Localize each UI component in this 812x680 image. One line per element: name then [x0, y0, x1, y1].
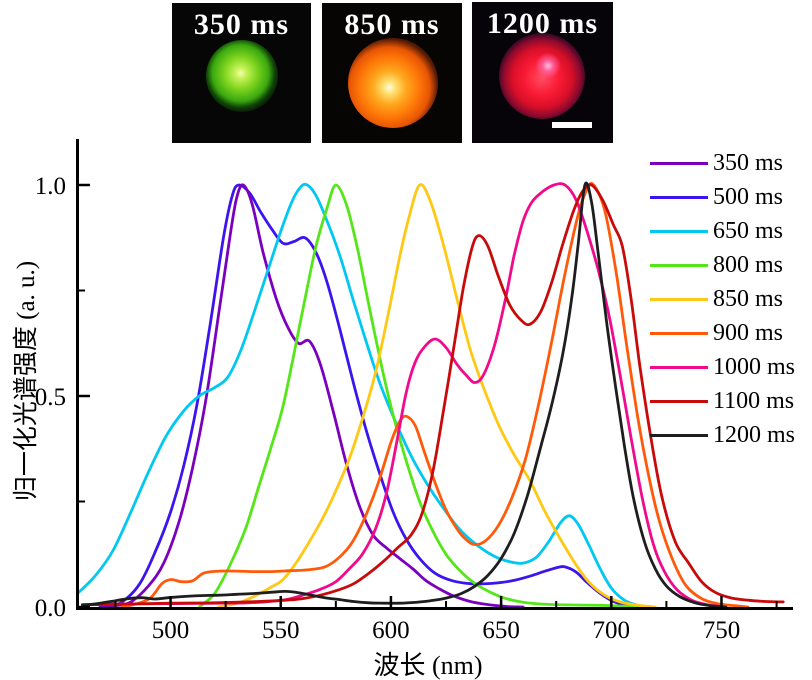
inset-label-350ms: 350 ms [193, 8, 290, 41]
series-line-500-ms [105, 183, 642, 607]
legend-item: 650 ms [650, 214, 795, 248]
y-axis-title: 归一化光谱强度 (a. u.) [13, 260, 40, 502]
y-tick-label: 1.0 [35, 173, 66, 200]
legend-label: 850 ms [713, 286, 784, 312]
series-line-350-ms [98, 183, 525, 607]
legend-swatch [650, 263, 708, 267]
series-line-650-ms [77, 182, 653, 607]
legend-swatch [650, 297, 708, 301]
x-tick-label: 650 [482, 617, 520, 644]
series-line-850-ms [217, 183, 657, 607]
inset-label-1200ms: 1200 ms [486, 7, 599, 40]
series-line-800-ms [197, 183, 644, 607]
legend-item: 500 ms [650, 180, 795, 214]
legend-swatch [650, 195, 708, 199]
luminescent-dot-green [206, 40, 278, 112]
legend-label: 1000 ms [713, 354, 796, 380]
inset-image-350ms: 350 ms [172, 3, 311, 143]
legend-label: 500 ms [713, 184, 784, 210]
legend-label: 1200 ms [713, 422, 796, 448]
legend-swatch [650, 399, 708, 403]
legend-swatch [650, 331, 708, 335]
x-tick-label: 550 [262, 617, 300, 644]
legend: 350 ms 500 ms 650 ms 800 ms 850 ms 900 ms 1000… [650, 146, 795, 452]
x-tick-label: 600 [372, 617, 410, 644]
series-line-1100-ms [81, 183, 785, 607]
legend-item: 1200 ms [650, 418, 795, 452]
legend-item: 900 ms [650, 316, 795, 350]
x-axis-title: 波长 (nm) [373, 651, 483, 680]
legend-label: 1100 ms [713, 388, 795, 414]
x-tick-label: 700 [593, 617, 631, 644]
inset-image-1200ms: 1200 ms [472, 2, 613, 143]
legend-item: 350 ms [650, 146, 795, 180]
y-tick-label: 0.5 [35, 384, 66, 411]
x-tick-label: 500 [152, 617, 190, 644]
scale-bar [552, 122, 592, 128]
inset-image-850ms: 850 ms [322, 3, 462, 143]
legend-swatch [650, 161, 708, 165]
legend-swatch [650, 433, 708, 437]
legend-label: 650 ms [713, 218, 784, 244]
luminescent-dot-orange [348, 38, 438, 128]
legend-item: 800 ms [650, 248, 795, 282]
series-line-900-ms [120, 182, 750, 607]
luminescent-dot-red [499, 33, 585, 119]
legend-label: 900 ms [713, 320, 784, 346]
legend-item: 1000 ms [650, 350, 795, 384]
inset-label-850ms: 850 ms [344, 8, 440, 41]
legend-item: 1100 ms [650, 384, 795, 418]
x-tick-label: 750 [703, 617, 741, 644]
legend-swatch [650, 229, 708, 233]
legend-swatch [650, 365, 708, 369]
legend-item: 850 ms [650, 282, 795, 316]
y-tick-label: 0.0 [35, 595, 66, 622]
legend-label: 800 ms [713, 252, 784, 278]
series-line-1200-ms [81, 181, 728, 607]
legend-label: 350 ms [713, 150, 784, 176]
